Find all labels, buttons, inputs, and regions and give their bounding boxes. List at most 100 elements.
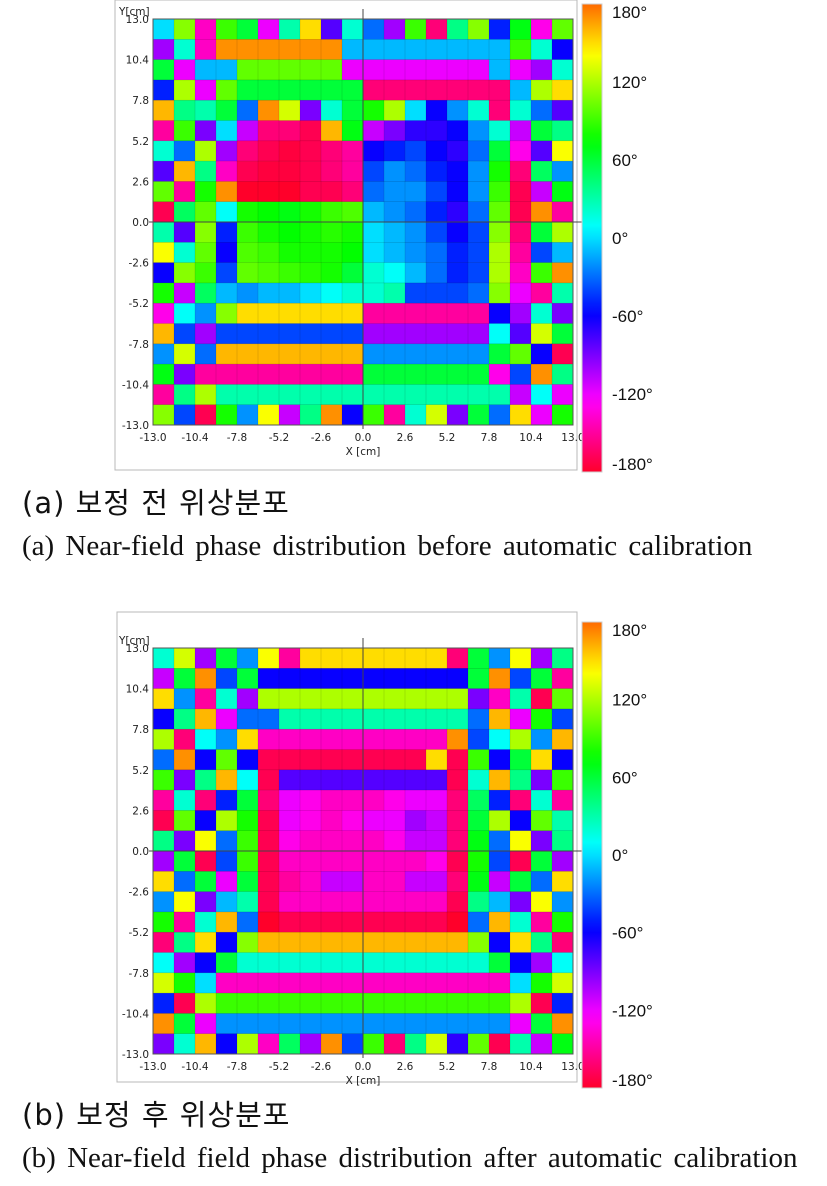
plot-border xyxy=(152,647,574,1055)
heatmap-cell xyxy=(510,79,532,101)
heatmap-cell xyxy=(174,19,196,40)
heatmap-cell xyxy=(426,100,448,121)
caption-ko-a: (a) 보정 전 위상분포 xyxy=(22,486,290,520)
heatmap-cell xyxy=(426,59,448,81)
heatmap-cell xyxy=(300,729,322,750)
heatmap-cell xyxy=(300,79,322,101)
heatmap-cell xyxy=(468,993,490,1014)
heatmap-cell xyxy=(363,1033,385,1055)
heatmap-cell xyxy=(363,303,385,324)
heatmap-cell xyxy=(405,181,427,202)
heatmap-cell xyxy=(216,932,238,953)
heatmap-cell xyxy=(384,688,406,710)
heatmap-cell xyxy=(405,851,427,872)
heatmap-cell xyxy=(363,39,385,60)
heatmap-cell xyxy=(447,343,469,365)
heatmap-cell xyxy=(237,729,259,750)
heatmap-cell xyxy=(426,749,448,771)
heatmap-cell xyxy=(321,790,343,811)
heatmap-cell xyxy=(174,303,196,324)
heatmap-cell xyxy=(405,830,427,852)
heatmap-cell xyxy=(552,769,574,791)
heatmap-cell xyxy=(510,810,532,831)
heatmap-cell xyxy=(153,708,175,730)
heatmap-cell xyxy=(510,262,532,284)
heatmap-cell xyxy=(216,851,238,872)
heatmap-cell xyxy=(426,140,448,162)
heatmap-cell xyxy=(426,364,448,385)
heatmap-cell xyxy=(510,39,532,60)
x-tick-label: 5.2 xyxy=(439,1061,456,1073)
heatmap-cell xyxy=(468,790,490,811)
heatmap-cell xyxy=(447,911,469,933)
heatmap-cell xyxy=(342,749,364,771)
heatmap-cell xyxy=(237,100,259,121)
heatmap-cell xyxy=(300,262,322,284)
heatmap-cell xyxy=(195,79,217,101)
heatmap-cell xyxy=(342,282,364,304)
heatmap-cell xyxy=(489,1033,511,1055)
heatmap-cell xyxy=(237,708,259,730)
heatmap-cell xyxy=(195,100,217,121)
heatmap-cell xyxy=(510,59,532,81)
heatmap-cell xyxy=(552,891,574,913)
heatmap-cell xyxy=(216,952,238,974)
heatmap-cell xyxy=(405,222,427,243)
y-tick-label: -7.8 xyxy=(129,968,150,980)
y-tick-label: 0.0 xyxy=(132,846,149,858)
heatmap-cell xyxy=(258,871,280,892)
heatmap-cell xyxy=(279,688,301,710)
heatmap-cell xyxy=(384,851,406,872)
heatmap-cell xyxy=(552,911,574,933)
heatmap-cell xyxy=(447,222,469,243)
heatmap-cell xyxy=(405,120,427,142)
heatmap-cell xyxy=(384,19,406,40)
heatmap-cell xyxy=(216,384,238,405)
heatmap-cell xyxy=(384,100,406,121)
heatmap-cell xyxy=(531,729,553,750)
heatmap-cell xyxy=(279,972,301,994)
heatmap-cell xyxy=(510,140,532,162)
heatmap-cell xyxy=(321,39,343,60)
colorbar xyxy=(581,3,603,473)
heatmap-cell xyxy=(342,668,364,689)
heatmap-cell xyxy=(342,688,364,710)
heatmap-cell xyxy=(258,1013,280,1034)
heatmap-cell xyxy=(384,1013,406,1034)
heatmap-cell xyxy=(321,749,343,771)
heatmap-cell xyxy=(279,120,301,142)
heatmap-cell xyxy=(279,911,301,933)
heatmap-cell xyxy=(426,708,448,730)
heatmap-cell xyxy=(279,993,301,1014)
heatmap-cell xyxy=(426,282,448,304)
heatmap-cell xyxy=(237,790,259,811)
heatmap-cell xyxy=(468,343,490,365)
heatmap-cell xyxy=(447,729,469,750)
heatmap-cell xyxy=(468,39,490,60)
heatmap-cell xyxy=(258,993,280,1014)
heatmap-cell xyxy=(384,262,406,284)
heatmap-cell xyxy=(363,911,385,933)
heatmap-cell xyxy=(531,952,553,974)
heatmap-cell xyxy=(384,648,406,669)
heatmap-cell xyxy=(258,790,280,811)
heatmap-cell xyxy=(342,993,364,1014)
heatmap-cell xyxy=(153,242,175,263)
heatmap-cell xyxy=(510,972,532,994)
heatmap-cell xyxy=(195,729,217,750)
heatmap-cell xyxy=(489,100,511,121)
heatmap-cell xyxy=(426,1033,448,1055)
heatmap-cell xyxy=(216,972,238,994)
heatmap-cell xyxy=(405,708,427,730)
heatmap-cell xyxy=(153,688,175,710)
heatmap-cell xyxy=(426,404,448,426)
heatmap-cell xyxy=(363,323,385,345)
heatmap-cell xyxy=(216,303,238,324)
heatmap-cell xyxy=(258,181,280,202)
heatmap-cell xyxy=(174,140,196,162)
heatmap-cell xyxy=(237,871,259,892)
heatmap-cell xyxy=(216,1033,238,1055)
heatmap-cell xyxy=(216,830,238,852)
heatmap-cell xyxy=(405,648,427,669)
y-tick-label: -13.0 xyxy=(122,420,149,432)
